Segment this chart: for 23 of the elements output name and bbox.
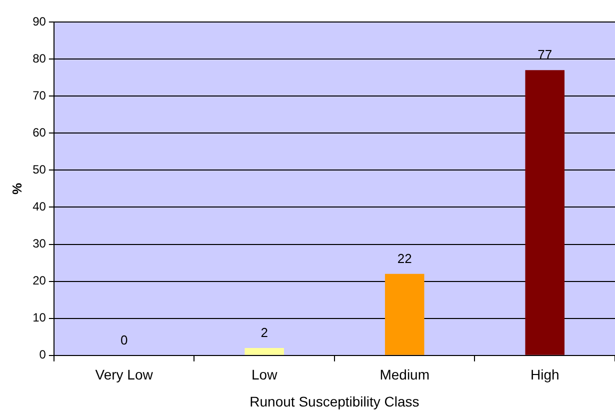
data-label: 22 — [397, 250, 412, 266]
y-tick-label: 60 — [32, 125, 46, 140]
y-tick-label: 90 — [32, 14, 46, 28]
y-tick-label: 0 — [39, 348, 46, 362]
y-tick-label: 20 — [32, 274, 46, 288]
y-tick-label: 40 — [32, 200, 46, 214]
y-tick-label: 30 — [32, 236, 46, 251]
x-tick-label: Very Low — [95, 366, 154, 383]
bar — [244, 348, 284, 355]
x-axis-title: Runout Susceptibility Class — [250, 393, 420, 410]
data-label: 77 — [538, 47, 552, 62]
bar — [384, 274, 424, 355]
x-tick-label: High — [530, 366, 560, 383]
y-tick-label: 50 — [32, 162, 46, 176]
x-tick-label: Medium — [380, 366, 430, 383]
y-tick-label: 10 — [32, 310, 46, 325]
y-tick-label: 70 — [32, 88, 46, 102]
y-axis-title: % — [9, 182, 24, 194]
bar — [525, 70, 565, 355]
y-tick-label: 80 — [32, 51, 46, 66]
x-tick-label: Low — [252, 366, 278, 383]
data-label: 0 — [120, 332, 128, 348]
data-label: 2 — [260, 325, 268, 340]
